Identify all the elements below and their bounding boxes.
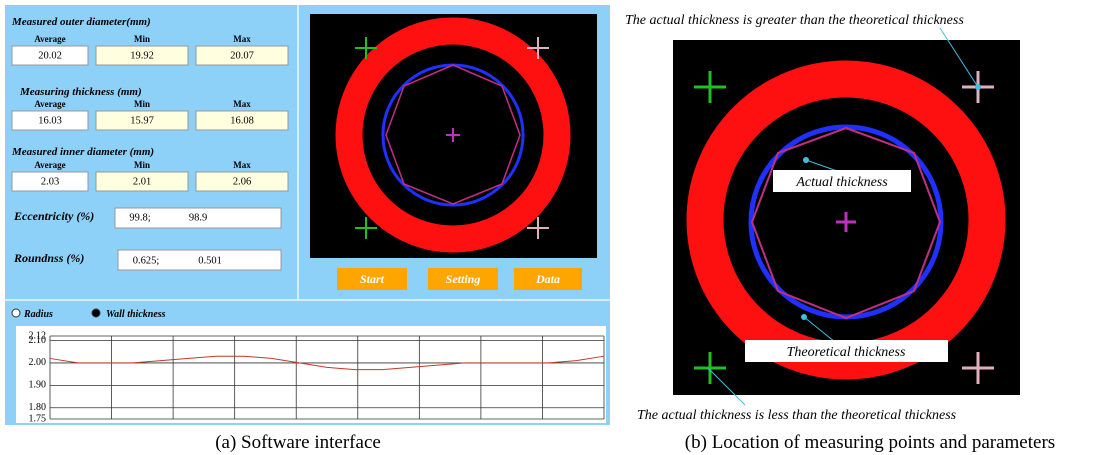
section-title: Measured inner diameter (mm) — [11, 146, 154, 158]
annotation: The actual thickness is less than the th… — [637, 408, 957, 423]
annotation: The actual thickness is greater than the… — [625, 13, 964, 28]
column-header: Max — [233, 160, 251, 170]
column-header: Average — [34, 99, 65, 109]
value-field: 16.03 — [38, 115, 62, 126]
radio-label[interactable]: Radius — [23, 309, 53, 320]
section-title: Measured outer diameter(mm) — [11, 16, 151, 28]
value-field: 20.07 — [230, 50, 254, 61]
annotation: Theoretical thickness — [787, 345, 906, 360]
value-field: 2.06 — [233, 176, 251, 187]
radio-label[interactable]: Wall thickness — [106, 309, 166, 320]
radio[interactable] — [92, 309, 100, 317]
column-header: Min — [134, 160, 150, 170]
field-label: Eccentricity (%) — [13, 209, 94, 223]
y-tick-label: 1.80 — [29, 402, 47, 413]
column-header: Min — [134, 34, 150, 44]
value-field: 16.08 — [230, 115, 254, 126]
button-label[interactable]: Setting — [446, 272, 481, 286]
y-tick-label: 2.10 — [29, 335, 47, 346]
column-header: Min — [134, 99, 150, 109]
value-field: 19.92 — [130, 50, 154, 61]
button-label[interactable]: Start — [360, 272, 385, 286]
y-tick-label: 1.75 — [29, 413, 47, 424]
button-label[interactable]: Data — [535, 272, 560, 286]
value-field: 99.8; — [129, 212, 150, 223]
value-field: 15.97 — [130, 115, 154, 126]
radio[interactable] — [12, 309, 20, 317]
column-header: Max — [233, 34, 251, 44]
value-field: 2.03 — [41, 176, 59, 187]
value-field: 0.501 — [198, 255, 222, 266]
value-field: 20.02 — [38, 50, 62, 61]
column-header: Average — [34, 34, 65, 44]
y-tick-label: 1.90 — [29, 380, 47, 391]
column-header: Average — [34, 160, 65, 170]
value-field: 0.625; — [133, 255, 160, 266]
y-tick-label: 2.00 — [29, 357, 47, 368]
value-field: 2.01 — [133, 176, 151, 187]
caption: (a) Software interface — [215, 432, 381, 453]
annotation: Actual thickness — [795, 175, 888, 190]
column-header: Max — [233, 99, 251, 109]
caption: (b) Location of measuring points and par… — [685, 432, 1055, 453]
section-title: Measuring thickness (mm) — [19, 86, 142, 98]
field-label: Roundnss (%) — [13, 251, 84, 265]
value-field: 98.9 — [189, 212, 207, 223]
figure: Measured outer diameter(mm) Average Min … — [0, 0, 1118, 455]
